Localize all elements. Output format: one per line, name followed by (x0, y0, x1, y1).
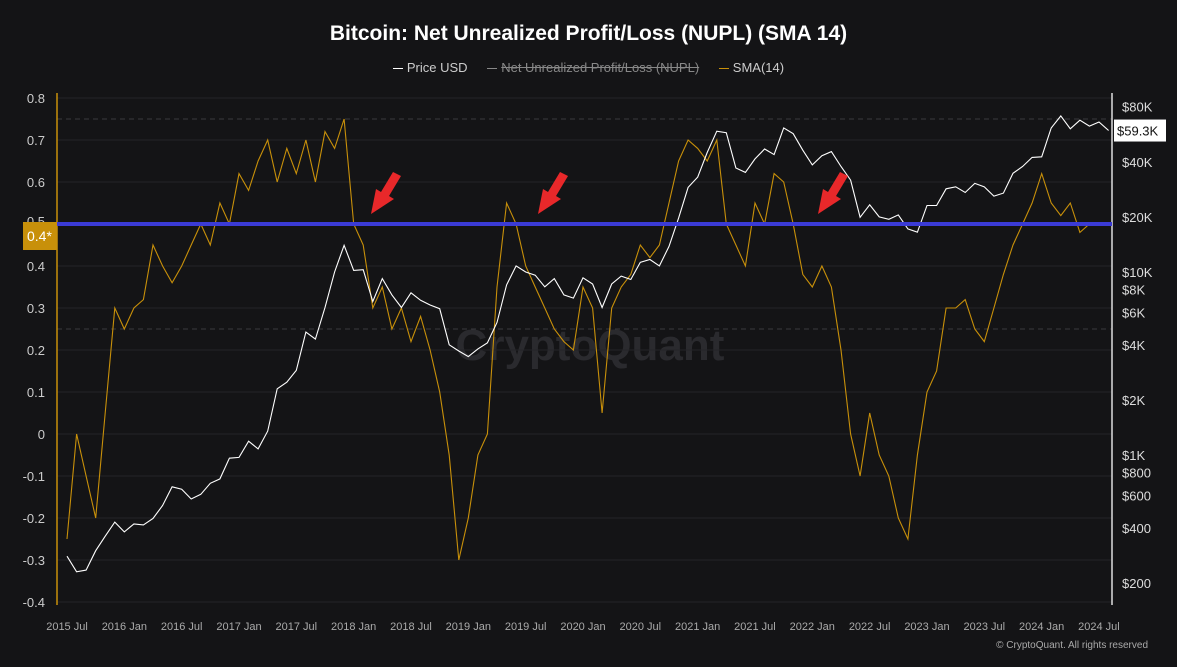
y-left-tick: 0.3 (27, 301, 45, 316)
y-left-tick: -0.2 (23, 511, 45, 526)
x-tick: 2021 Jul (734, 621, 776, 633)
x-tick: 2019 Jul (505, 621, 547, 633)
y-left-tick: 0.7 (27, 133, 45, 148)
x-tick: 2016 Jul (161, 621, 203, 633)
y-right-tick: $20K (1122, 210, 1153, 225)
x-tick: 2016 Jan (102, 621, 147, 633)
legend-sma[interactable]: SMA(14) (718, 60, 785, 75)
price-marker: $59.3K (1117, 124, 1159, 139)
red-arrow (818, 172, 848, 214)
watermark: CryptoQuant (456, 321, 725, 370)
x-tick: 2020 Jul (620, 621, 662, 633)
y-left-tick: -0.4 (23, 595, 45, 610)
y-left-tick: 0 (38, 427, 45, 442)
red-arrow (538, 172, 568, 214)
x-tick: 2015 Jul (46, 621, 88, 633)
y-left-tick: 0.6 (27, 175, 45, 190)
x-tick: 2018 Jul (390, 621, 432, 633)
legend: Price USD Net Unrealized Profit/Loss (NU… (0, 60, 1177, 75)
x-tick: 2024 Jul (1078, 621, 1120, 633)
y-right-tick: $10K (1122, 265, 1153, 280)
y-left-tick: 0.1 (27, 385, 45, 400)
y-left-tick: 0.8 (27, 91, 45, 106)
legend-price-label: Price USD (406, 60, 468, 75)
y-right-tick: $4K (1122, 338, 1145, 353)
red-arrow (371, 172, 401, 214)
legend-nupl-label: Net Unrealized Profit/Loss (NUPL) (501, 60, 700, 75)
y-right-tick: $80K (1122, 100, 1153, 115)
price-line (66, 114, 1109, 573)
x-tick: 2020 Jan (560, 621, 605, 633)
y-right-tick: $8K (1122, 283, 1145, 298)
price-marker-box (1114, 119, 1166, 142)
legend-price[interactable]: Price USD (392, 60, 468, 75)
sma14-line (66, 118, 1090, 561)
x-tick: 2019 Jan (446, 621, 491, 633)
level-label-box (23, 222, 57, 250)
legend-nupl[interactable]: Net Unrealized Profit/Loss (NUPL) (487, 60, 699, 75)
y-right-tick: $800 (1122, 466, 1151, 481)
y-right-tick: $200 (1122, 576, 1151, 591)
x-tick: 2022 Jul (849, 621, 891, 633)
x-tick: 2024 Jan (1019, 621, 1064, 633)
x-tick: 2023 Jan (904, 621, 949, 633)
y-left-tick: 0.4 (27, 259, 45, 274)
y-right-tick: $600 (1122, 489, 1151, 504)
x-tick: 2017 Jul (276, 621, 318, 633)
legend-sma-label: SMA(14) (732, 60, 785, 75)
level-label: 0.4* (27, 228, 52, 244)
x-tick: 2022 Jan (790, 621, 835, 633)
x-tick: 2021 Jan (675, 621, 720, 633)
y-right-tick: $400 (1122, 521, 1151, 536)
y-left-tick: -0.1 (23, 469, 45, 484)
y-right-tick: $6K (1122, 306, 1145, 321)
y-right-tick: $2K (1122, 393, 1145, 408)
chart-title: Bitcoin: Net Unrealized Profit/Loss (NUP… (329, 22, 848, 45)
y-right-tick: $1K (1122, 448, 1145, 463)
x-tick: 2023 Jul (963, 621, 1005, 633)
y-left-tick: -0.3 (23, 553, 45, 568)
x-tick: 2018 Jan (331, 621, 376, 633)
y-left-tick: 0.2 (27, 343, 45, 358)
footer: © CryptoQuant. All rights reserved (996, 640, 1148, 651)
y-right-tick: $40K (1122, 155, 1153, 170)
x-tick: 2017 Jan (216, 621, 261, 633)
